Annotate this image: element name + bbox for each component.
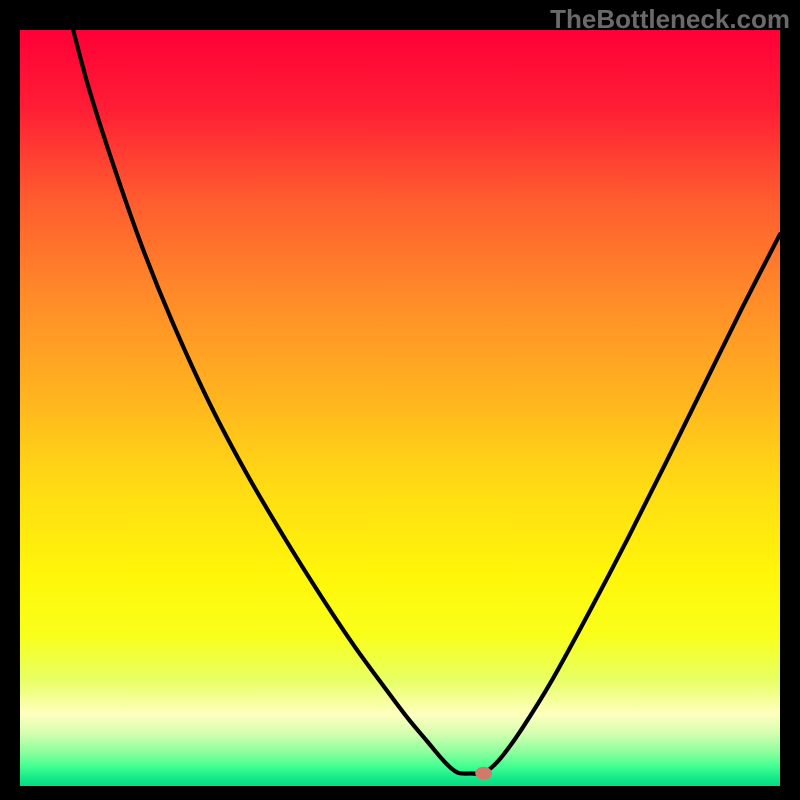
curve-layer bbox=[20, 30, 780, 786]
bottleneck-curve bbox=[73, 30, 780, 774]
watermark-text: TheBottleneck.com bbox=[550, 4, 790, 35]
min-marker bbox=[475, 767, 492, 780]
chart-container: TheBottleneck.com bbox=[0, 0, 800, 800]
plot-area bbox=[20, 30, 780, 786]
